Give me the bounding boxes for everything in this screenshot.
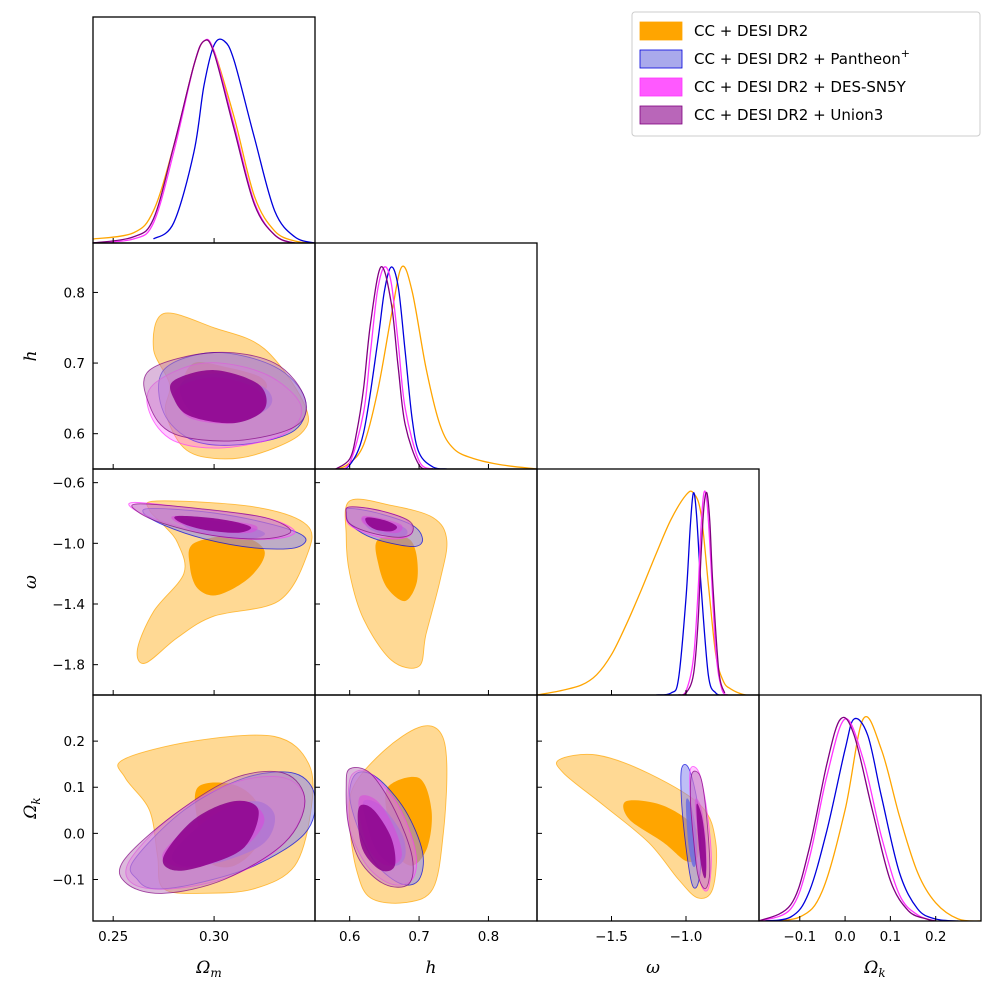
- x-axis-label-h: h: [426, 958, 437, 978]
- legend-frame: [631, 11, 981, 137]
- contour-inner-h-om-series-3: [170, 370, 267, 424]
- contour-outer-ok-w-series-0: [555, 753, 718, 899]
- y-axis-h: 0.6 0.7 0.8 h: [21, 285, 85, 442]
- x-tick-label: 0.25: [98, 929, 128, 945]
- x-tick-label: 0.6: [339, 929, 360, 945]
- marginal-h-series-2: [335, 266, 434, 469]
- legend-swatch-2: [639, 77, 683, 97]
- legend-label-3: CC + DESI DR2 + Union3: [694, 106, 883, 124]
- marginal-h-series-0: [315, 265, 537, 469]
- marginal-w-series-2: [678, 490, 729, 695]
- legend-label-2: CC + DESI DR2 + DES-SN5Y: [694, 78, 907, 96]
- marginal-ok-series-2: [759, 718, 936, 921]
- y-tick-label: −0.6: [52, 476, 85, 492]
- panel-w-vs-w: [536, 468, 760, 696]
- y-tick-label: 0.6: [64, 427, 85, 443]
- panel-ok-vs-h: [314, 694, 538, 922]
- panel-om-vs-om: [92, 16, 316, 244]
- x-axis-ok: −0.1 0.0 0.1 0.2 Ωk: [783, 929, 946, 980]
- y-tick-label: 0.0: [64, 826, 85, 842]
- panel-frame: [314, 242, 538, 470]
- x-tick-label: 0.2: [925, 929, 946, 945]
- panel-ok-vs-om: [92, 694, 316, 922]
- contour-inner-ok-w-series-3: [696, 803, 707, 879]
- panel-frame: [758, 694, 982, 922]
- contour-inner-ok-h-series-3: [357, 804, 396, 872]
- marginal-w-series-0: [537, 490, 759, 695]
- x-tick-label: −1.0: [670, 929, 703, 945]
- x-tick-label: 0.7: [408, 929, 429, 945]
- contour-inner-ok-w-series-0: [623, 800, 700, 863]
- contour-inner-w-om-series-0: [188, 535, 265, 596]
- y-axis-label-h: h: [21, 351, 41, 362]
- marginal-om-series-3: [93, 39, 315, 243]
- x-tick-label: −1.5: [595, 929, 628, 945]
- marginal-om-series-0: [93, 39, 315, 243]
- contour-inner-ok-om-series-3: [162, 800, 259, 871]
- marginal-om-series-2: [93, 38, 315, 243]
- y-tick-label: 0.8: [64, 285, 85, 301]
- marginal-h-series-3: [335, 266, 434, 469]
- panel-w-vs-h: [314, 468, 538, 696]
- y-tick-label: 0.2: [64, 734, 85, 750]
- marginal-w-series-1: [656, 492, 724, 695]
- y-axis-label-w: ω: [21, 575, 41, 589]
- marginal-ok-series-1: [759, 717, 959, 921]
- contour-inner-w-h-series-3: [365, 517, 398, 532]
- x-tick-label: −0.1: [783, 929, 816, 945]
- contour-inner-w-om-series-3: [174, 515, 252, 533]
- x-axis-h: 0.6 0.7 0.8 h: [339, 929, 499, 978]
- x-tick-label: 0.1: [880, 929, 901, 945]
- panel-ok-vs-ok: [758, 694, 982, 922]
- x-tick-label: 0.8: [478, 929, 499, 945]
- y-tick-label: 0.1: [64, 780, 85, 796]
- y-tick-label: −1.8: [52, 658, 85, 674]
- legend: CC + DESI DR2 CC + DESI DR2 + Pantheon+ CC…: [631, 11, 981, 137]
- y-tick-label: −1.4: [52, 597, 85, 613]
- panel-frame: [536, 468, 760, 696]
- contour-inner-w-h-series-0: [375, 536, 418, 602]
- marginal-om-series-1: [153, 38, 315, 243]
- legend-swatch-0: [639, 21, 683, 41]
- y-tick-label: −0.1: [52, 872, 85, 888]
- marginal-ok-series-0: [759, 716, 981, 921]
- y-axis-label-ok: Ωk: [21, 797, 43, 819]
- x-axis-label-w: ω: [646, 958, 660, 978]
- marginal-w-series-3: [678, 491, 726, 695]
- legend-label-0: CC + DESI DR2: [694, 22, 808, 40]
- panel-ok-vs-w: [536, 694, 760, 922]
- x-axis-om: 0.25 0.30 Ωm: [98, 929, 229, 980]
- legend-label-1: CC + DESI DR2 + Pantheon+: [694, 47, 910, 68]
- x-axis-w: −1.5 −1.0 ω: [595, 929, 702, 978]
- x-tick-label: 0.0: [834, 929, 855, 945]
- x-axis-label-om: Ωm: [195, 958, 222, 980]
- panel-h-vs-h: [314, 242, 538, 470]
- legend-swatch-3: [639, 105, 683, 125]
- legend-swatch-1: [639, 49, 683, 69]
- y-axis-ok: −0.1 0.0 0.1 0.2 Ωk: [21, 734, 85, 888]
- y-tick-label: 0.7: [64, 356, 85, 372]
- panel-frame: [92, 16, 316, 244]
- x-axis-label-ok: Ωk: [863, 958, 885, 980]
- marginal-h-series-1: [335, 266, 447, 469]
- panel-w-vs-om: [92, 468, 316, 696]
- panel-h-vs-om: [92, 242, 316, 470]
- x-tick-label: 0.30: [199, 929, 229, 945]
- marginal-ok-series-3: [759, 716, 936, 921]
- y-axis-w: −1.8 −1.4 −1.0 −0.6 ω: [21, 476, 85, 674]
- y-tick-label: −1.0: [52, 536, 85, 552]
